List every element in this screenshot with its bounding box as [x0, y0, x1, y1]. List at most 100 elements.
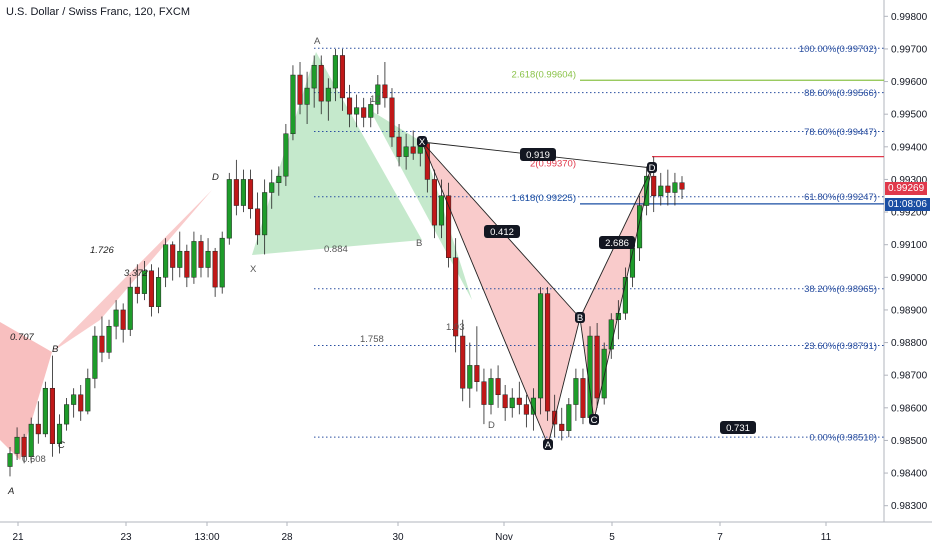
candle-body [283, 133, 289, 177]
pattern-ratio-label: 13 [370, 94, 381, 105]
candle-body [7, 453, 13, 467]
candle-body [481, 381, 487, 405]
candle-body [537, 293, 544, 399]
candle-body [78, 394, 84, 412]
y-tick-label: 0.98800 [891, 338, 928, 349]
candle-body [339, 55, 346, 99]
candle-body [28, 423, 34, 457]
candle-body [559, 423, 565, 431]
pattern-point-label: D [649, 163, 656, 174]
candle-body [304, 87, 310, 105]
pattern-point-letter: D [488, 420, 495, 431]
candle-body [594, 335, 600, 399]
time-axis[interactable]: 21 23 13:00 28 30 Nov 5 7 11 [12, 522, 832, 543]
candle-body [14, 436, 20, 454]
pattern-ratio-label: 0.707 [10, 332, 34, 343]
ratio-badge [520, 148, 556, 161]
pattern-point-marker [647, 162, 657, 173]
candle-body [127, 286, 133, 330]
x-tick-label: 21 [12, 532, 24, 543]
candle-body [226, 179, 232, 239]
pattern-point-letter: C [58, 440, 65, 451]
pattern-leg [593, 167, 653, 421]
candle-body [170, 244, 176, 268]
y-tick-label: 0.99200 [891, 208, 928, 219]
candle-body [212, 250, 218, 288]
pattern-point-marker [589, 414, 599, 425]
candle-body [113, 309, 119, 327]
candle-body [651, 175, 657, 197]
ratio-label: 0.412 [490, 227, 514, 238]
pattern-point-marker [417, 136, 427, 147]
candle-body [346, 97, 353, 115]
candle-body [361, 107, 367, 118]
ratio-badge [599, 236, 635, 249]
pattern-point-label: A [545, 440, 552, 451]
candle-body [396, 136, 402, 157]
candle-body [255, 208, 261, 236]
candle-body [141, 270, 147, 294]
x-tick-label: 7 [717, 532, 723, 543]
candle-body [177, 250, 183, 268]
price-axis[interactable]: 0.99800 0.99700 0.99600 0.99500 0.99400 0.993… [884, 12, 928, 512]
candle-body [679, 182, 685, 190]
candle-body [49, 387, 55, 444]
candle-body [311, 65, 317, 89]
candle-body [460, 335, 466, 389]
candle-body [233, 179, 239, 206]
pattern-point-marker [543, 439, 553, 450]
candle-body [99, 335, 105, 353]
extension-label: 1.618(0.99225) [512, 193, 576, 204]
candle-body [354, 107, 360, 115]
candle-body [163, 244, 169, 278]
candle-body [318, 65, 324, 102]
candle-body [665, 185, 671, 193]
candle-body [56, 423, 63, 444]
candle-body [155, 277, 162, 307]
x-tick-label: 23 [120, 532, 132, 543]
candle-body [580, 378, 586, 418]
candle-body [247, 179, 254, 210]
y-tick-label: 0.98500 [891, 436, 928, 447]
candle-body [106, 326, 112, 353]
candle-body [85, 378, 91, 412]
pattern-leg [547, 317, 581, 446]
pattern-point-letter: D [212, 172, 219, 183]
pattern-point-marker [575, 312, 585, 323]
y-tick-label: 0.99700 [891, 44, 928, 55]
pattern-fill-green [252, 52, 422, 255]
candle-body [219, 237, 225, 288]
fib-retracement-lines: 100.00%(0.99702) 88.60%(0.99566) 78.60%(0.… [314, 44, 884, 444]
candle-body [467, 365, 473, 389]
candle-body [205, 250, 211, 268]
y-tick-label: 0.98300 [891, 501, 928, 512]
fib-level-label: 78.60%(0.99447) [804, 127, 877, 138]
candle-body [64, 404, 70, 425]
ratio-label: 0.731 [726, 423, 750, 434]
candle-body [488, 378, 494, 405]
candle-body [502, 394, 508, 409]
candle-body [42, 387, 48, 435]
ratio-badge [720, 421, 756, 434]
y-tick-label: 0.99100 [891, 240, 928, 251]
candle-body [92, 335, 98, 379]
pattern-ratio-label: 0.608 [22, 454, 46, 465]
fib-level-label: 23.60%(0.98791) [804, 341, 877, 352]
candle-body [453, 257, 459, 337]
candle-body [35, 423, 41, 435]
pattern-ratio-label: 1.93 [446, 322, 465, 333]
candle-body [509, 397, 515, 409]
x-tick-label: 5 [609, 532, 615, 543]
y-tick-label: 0.98700 [891, 371, 928, 382]
x-tick-label: 28 [281, 532, 293, 543]
ratio-badge [484, 225, 520, 238]
candle-body [134, 286, 140, 294]
candle-body [545, 293, 551, 412]
candle-body [516, 397, 522, 405]
pattern-point-letter: B [52, 344, 59, 355]
candle-body [431, 179, 437, 226]
pattern-fill-red [422, 142, 580, 445]
y-tick-label: 0.98400 [891, 469, 928, 480]
candle-body [566, 404, 572, 431]
